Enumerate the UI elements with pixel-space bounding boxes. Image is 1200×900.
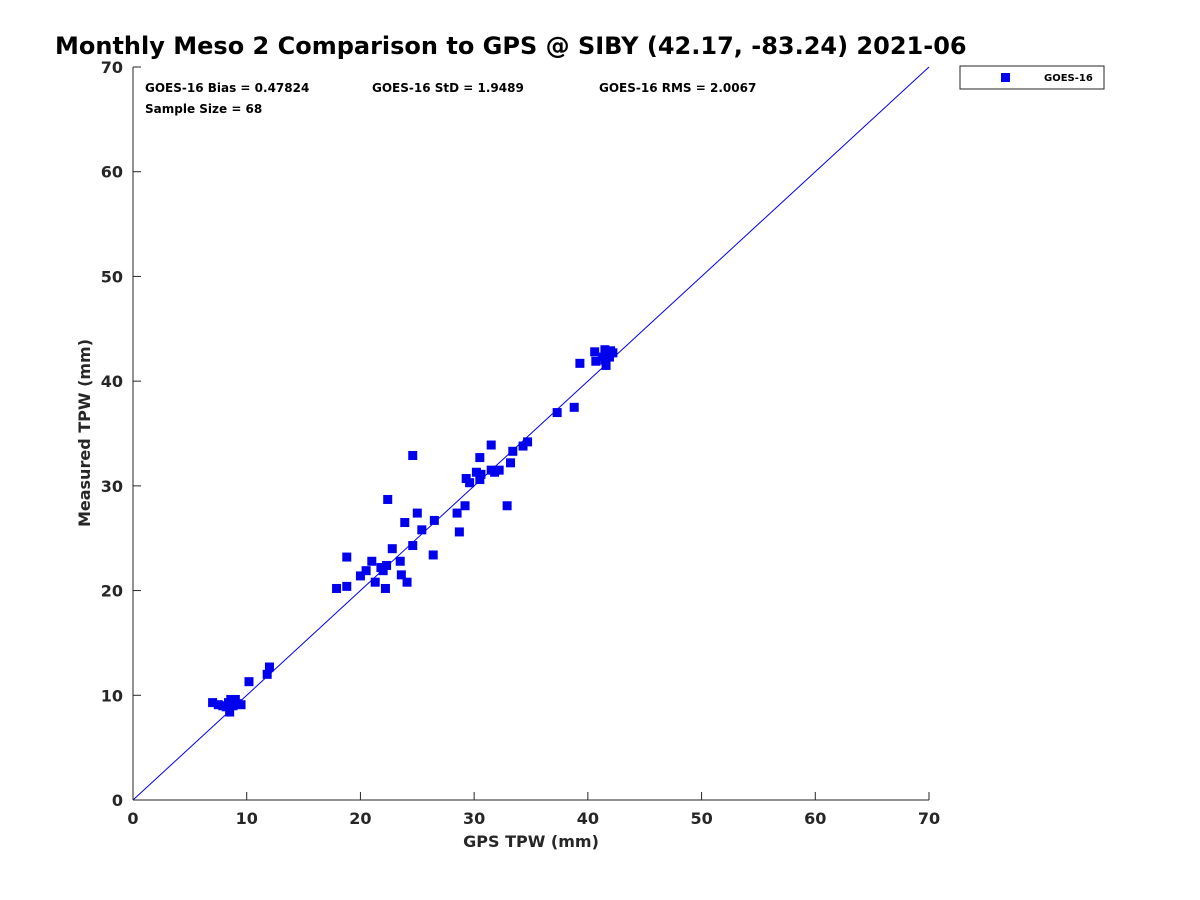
data-point — [332, 583, 342, 593]
data-point — [465, 478, 475, 488]
data-point — [213, 700, 223, 710]
y-axis-label: Measured TPW (mm) — [75, 339, 94, 527]
data-point — [387, 544, 397, 554]
data-point — [476, 469, 486, 479]
data-point — [486, 440, 496, 450]
data-point — [518, 441, 528, 451]
data-point — [460, 501, 470, 511]
y-tick-label: 70 — [101, 58, 123, 77]
y-tick-label: 0 — [112, 791, 123, 810]
data-point — [208, 698, 218, 708]
data-point — [601, 360, 611, 370]
data-point — [236, 700, 246, 710]
y-tick-label: 60 — [101, 163, 123, 182]
data-point — [569, 402, 579, 412]
data-point — [508, 446, 518, 456]
sample-size-annotation: Sample Size = 68 — [145, 102, 262, 116]
data-point — [412, 508, 422, 518]
data-point — [428, 550, 438, 560]
x-tick-label: 10 — [236, 809, 258, 828]
bias-annotation: GOES-16 Bias = 0.47824 — [145, 81, 309, 95]
data-point — [429, 515, 439, 525]
data-point — [382, 560, 392, 570]
data-point — [400, 518, 410, 528]
data-point — [367, 556, 377, 566]
data-point — [523, 437, 533, 447]
data-point — [454, 527, 464, 537]
data-point — [395, 556, 405, 566]
data-point — [490, 467, 500, 477]
x-tick-label: 20 — [349, 809, 371, 828]
data-point — [471, 467, 481, 477]
data-point — [408, 541, 418, 551]
x-axis-ticks: 0 10 20 30 40 50 60 70 — [127, 792, 940, 828]
data-point — [342, 581, 352, 591]
legend-box — [959, 65, 1105, 90]
data-point — [452, 508, 462, 518]
x-tick-label: 60 — [804, 809, 826, 828]
y-tick-label: 50 — [101, 267, 123, 286]
data-point — [228, 701, 238, 711]
y-tick-label: 20 — [101, 582, 123, 601]
data-point — [380, 583, 390, 593]
data-point — [361, 566, 371, 576]
legend-label-goes16: GOES-16 — [1044, 73, 1093, 84]
x-axis-label: GPS TPW (mm) — [463, 832, 599, 851]
chart-title: Monthly Meso 2 Comparison to GPS @ SIBY … — [55, 32, 967, 60]
data-point — [378, 566, 388, 576]
data-point — [408, 450, 418, 460]
data-point — [262, 669, 272, 679]
x-tick-label: 70 — [918, 809, 940, 828]
data-point — [264, 662, 274, 672]
data-point — [591, 356, 601, 366]
data-point — [475, 453, 485, 463]
data-point — [552, 408, 562, 418]
y-axis-ticks: 0 10 20 30 40 50 60 70 — [101, 58, 141, 810]
data-point — [600, 355, 610, 365]
x-tick-label: 0 — [127, 809, 138, 828]
rms-annotation: GOES-16 RMS = 2.0067 — [599, 81, 756, 95]
data-point — [475, 475, 485, 485]
data-point — [244, 677, 254, 687]
data-point — [396, 570, 406, 580]
data-point — [502, 501, 512, 511]
data-point — [342, 552, 352, 562]
data-point — [417, 525, 427, 535]
data-point — [370, 577, 380, 587]
std-annotation: GOES-16 StD = 1.9489 — [372, 81, 524, 95]
x-tick-label: 30 — [463, 809, 485, 828]
data-point — [604, 352, 614, 362]
data-point — [575, 358, 585, 368]
y-tick-label: 30 — [101, 477, 123, 496]
data-point — [383, 494, 393, 504]
data-point — [355, 571, 365, 581]
points-layer — [208, 345, 618, 717]
x-tick-label: 40 — [577, 809, 599, 828]
y-tick-label: 40 — [101, 372, 123, 391]
data-point — [402, 577, 412, 587]
x-tick-label: 50 — [690, 809, 712, 828]
data-point — [225, 707, 235, 717]
data-point — [590, 347, 600, 357]
legend-marker-goes16 — [1001, 73, 1010, 82]
y-tick-label: 10 — [101, 686, 123, 705]
data-point — [506, 458, 516, 468]
data-point — [226, 694, 236, 704]
legend: GOES-16 — [959, 65, 1105, 90]
data-point — [494, 465, 504, 475]
